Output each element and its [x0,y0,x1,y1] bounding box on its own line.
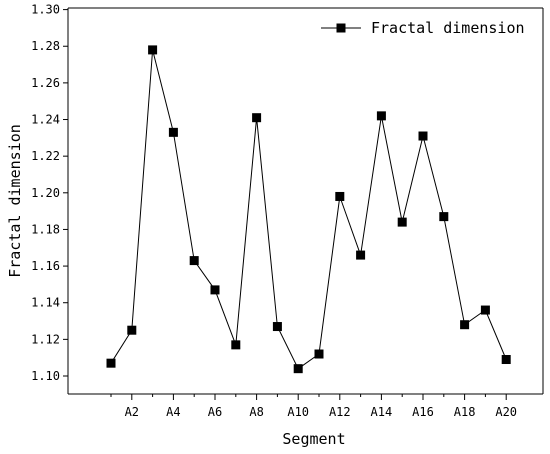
y-axis-ticks: 1.10 1.12 1.14 1.16 1.18 1.20 1.22 1.24 1.26 1.28… [31,3,68,383]
data-point [106,358,116,368]
legend-marker [336,23,346,33]
y-tick-label: 1.24 [31,113,60,127]
x-tick-label: A12 [329,405,351,419]
x-tick-label: A2 [125,405,139,419]
data-point [397,217,407,227]
data-point [168,127,178,137]
data-point [314,349,324,359]
x-tick-label: A10 [287,405,309,419]
series-line [110,49,507,370]
legend: Fractal dimension [321,19,525,37]
x-tick-label: A18 [454,405,476,419]
data-point [189,256,199,266]
data-point [272,322,282,332]
data-point [376,111,386,121]
y-tick-label: 1.22 [31,149,60,163]
data-point [148,45,158,55]
y-tick-label: 1.16 [31,259,60,273]
data-point [231,340,241,350]
y-tick-label: 1.20 [31,186,60,200]
data-point [460,320,470,330]
plot-frame [67,7,544,395]
data-point [210,285,220,295]
data-point [293,364,303,374]
series-layer [106,45,511,374]
y-tick-label: 1.28 [31,39,60,53]
x-tick-label: A20 [495,405,517,419]
data-point [501,355,511,365]
y-tick-label: 1.30 [31,3,60,17]
x-tick-label: A16 [412,405,434,419]
x-tick-label: A14 [371,405,393,419]
data-point [252,113,262,123]
data-point [127,325,137,335]
data-point [356,250,366,260]
data-point [439,212,449,222]
x-tick-label: A6 [208,405,222,419]
y-tick-label: 1.26 [31,76,60,90]
x-axis-ticks: A2 A4 A6 A8 A10 A12 A14 A16 A18 A20 [110,394,517,419]
y-axis-title: Fractal dimension [6,124,24,278]
data-point [335,191,345,201]
data-point [418,131,428,141]
y-tick-label: 1.10 [31,369,60,383]
legend-label: Fractal dimension [371,19,525,37]
x-tick-label: A8 [249,405,263,419]
y-tick-label: 1.14 [31,296,60,310]
x-axis-title: Segment [282,430,345,448]
data-point [480,305,490,315]
x-tick-label: A4 [166,405,180,419]
y-tick-label: 1.12 [31,332,60,346]
y-tick-label: 1.18 [31,222,60,236]
